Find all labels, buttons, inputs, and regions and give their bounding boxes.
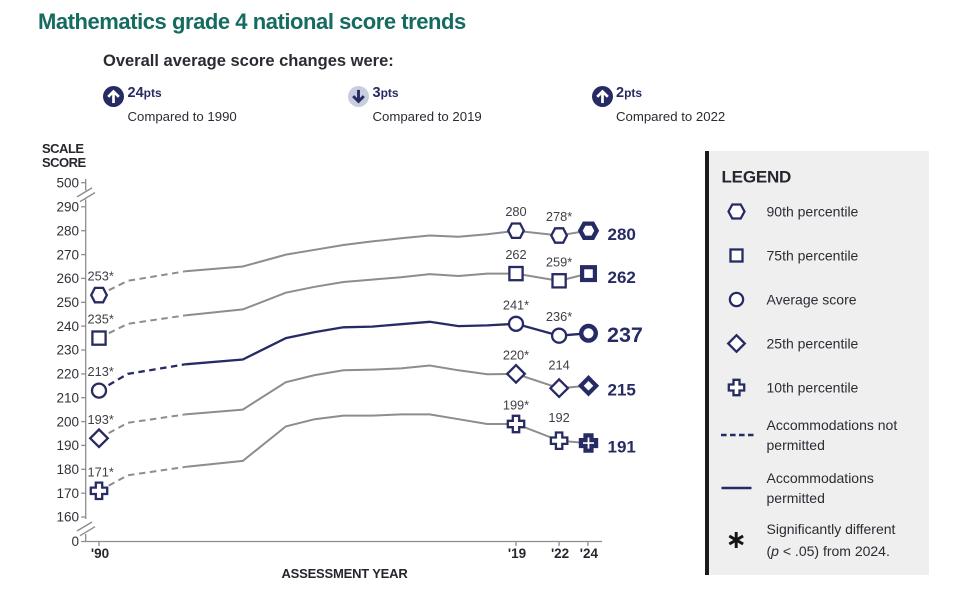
svg-text:262: 262 (608, 268, 636, 287)
svg-text:199*: 199* (503, 398, 529, 413)
svg-text:ASSESSMENT YEAR: ASSESSMENT YEAR (281, 566, 408, 581)
svg-text:220: 220 (56, 367, 79, 382)
svg-text:213*: 213* (88, 364, 114, 379)
svg-text:(p < .05) from 2024.: (p < .05) from 2024. (766, 543, 889, 559)
svg-text:Accommodations not: Accommodations not (766, 417, 897, 433)
svg-text:90th percentile: 90th percentile (766, 204, 858, 220)
svg-text:214: 214 (548, 358, 569, 373)
svg-text:'90: '90 (91, 546, 109, 561)
svg-text:236*: 236* (546, 309, 572, 324)
svg-text:171*: 171* (88, 464, 114, 479)
svg-text:'22: '22 (551, 546, 569, 561)
svg-text:'24: '24 (580, 546, 599, 561)
svg-text:260: 260 (56, 271, 79, 286)
svg-text:290: 290 (56, 200, 79, 215)
svg-text:LEGEND: LEGEND (721, 168, 791, 187)
svg-text:200: 200 (56, 414, 79, 429)
svg-text:Significantly different: Significantly different (766, 521, 895, 537)
svg-text:280: 280 (505, 204, 526, 219)
svg-text:75th percentile: 75th percentile (766, 248, 858, 264)
svg-text:237: 237 (607, 323, 643, 347)
svg-text:230: 230 (56, 343, 79, 358)
svg-text:250: 250 (56, 295, 79, 310)
svg-text:280: 280 (608, 225, 636, 244)
svg-text:190: 190 (56, 438, 79, 453)
svg-text:192: 192 (548, 410, 569, 425)
svg-text:10th percentile: 10th percentile (766, 380, 858, 396)
svg-text:permitted: permitted (766, 437, 824, 453)
svg-text:170: 170 (56, 486, 79, 501)
svg-text:permitted: permitted (766, 490, 824, 506)
svg-text:259*: 259* (546, 254, 572, 269)
svg-text:191: 191 (608, 438, 636, 457)
svg-text:262: 262 (505, 247, 526, 262)
svg-text:253*: 253* (88, 269, 114, 284)
svg-text:215: 215 (608, 380, 636, 399)
svg-text:160: 160 (56, 510, 79, 525)
svg-text:0: 0 (71, 534, 79, 549)
svg-text:193*: 193* (88, 412, 114, 427)
svg-text:180: 180 (56, 462, 79, 477)
svg-text:280: 280 (56, 223, 79, 238)
svg-text:278*: 278* (546, 209, 572, 224)
svg-text:220*: 220* (503, 347, 529, 362)
svg-text:270: 270 (56, 247, 79, 262)
svg-text:25th percentile: 25th percentile (766, 336, 858, 352)
svg-text:Average score: Average score (766, 292, 856, 308)
svg-text:Accommodations: Accommodations (766, 470, 873, 486)
svg-text:235*: 235* (88, 312, 114, 327)
svg-text:210: 210 (56, 390, 79, 405)
svg-text:'19: '19 (508, 546, 526, 561)
svg-text:241*: 241* (503, 297, 529, 312)
svg-text:240: 240 (56, 319, 79, 334)
svg-text:500: 500 (56, 175, 79, 190)
